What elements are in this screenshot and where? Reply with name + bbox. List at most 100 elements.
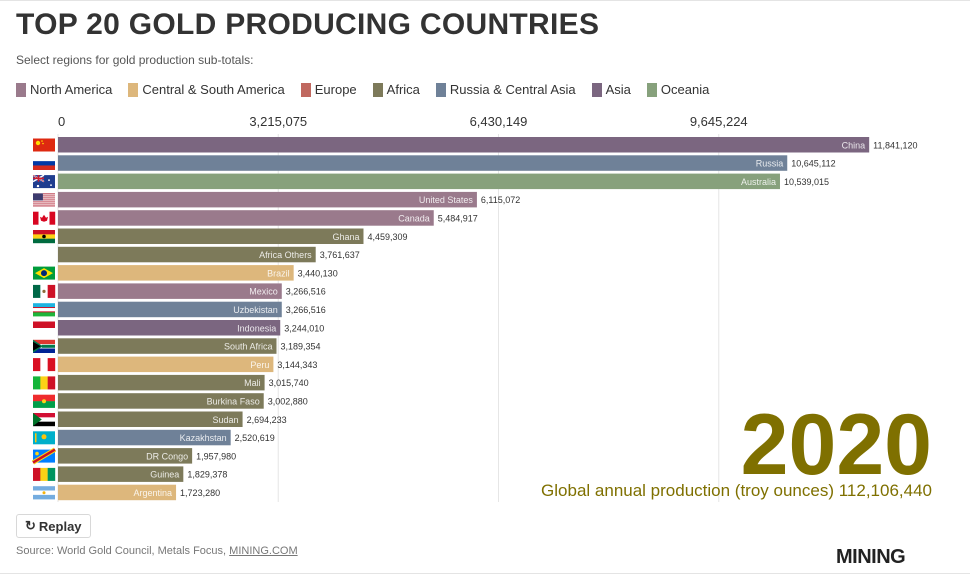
bar-name-label: Indonesia <box>237 323 276 333</box>
bar <box>58 374 265 391</box>
bar <box>58 429 231 446</box>
bar-value-label: 4,459,309 <box>367 232 407 242</box>
legend-label: Oceania <box>660 82 710 97</box>
bar-value-label: 1,829,378 <box>187 470 227 480</box>
canada-flag <box>33 211 56 225</box>
replay-label: Replay <box>38 518 82 534</box>
bar <box>58 411 243 427</box>
sudan-flag <box>33 413 55 427</box>
bar-value-label: 3,244,010 <box>284 323 324 333</box>
mali-flag <box>33 376 56 390</box>
peru-flag <box>33 358 56 372</box>
region-legend: North America Central & South America Eu… <box>16 82 709 97</box>
page-title: TOP 20 GOLD PRODUCING COUNTRIES <box>16 8 600 41</box>
legend-label: Russia & Central Asia <box>449 82 576 97</box>
usa-flag <box>33 193 55 207</box>
bar-name-label: Peru <box>250 360 269 370</box>
legend-africa[interactable]: Africa <box>372 82 420 97</box>
bar <box>58 448 193 464</box>
bar <box>58 137 870 153</box>
bar-name-label: South Africa <box>224 342 273 352</box>
legend-swatch <box>372 82 383 97</box>
x-tick-label: 0 <box>58 114 65 129</box>
legend-central-south-america[interactable]: Central & South America <box>128 82 285 97</box>
bar-value-label: 1,723,280 <box>180 488 220 498</box>
legend-label: Central & South America <box>142 82 285 97</box>
legend-label: North America <box>30 82 113 97</box>
bar-name-label: Ghana <box>332 232 359 242</box>
bar-name-label: Canada <box>398 213 430 223</box>
legend-label: Asia <box>605 82 631 97</box>
legend-swatch <box>591 82 602 97</box>
bar-name-label: Russia <box>756 159 784 169</box>
mining-logo: MINING <box>836 546 906 568</box>
bar <box>58 320 281 336</box>
replay-button[interactable]: ↻ Replay <box>16 514 91 538</box>
bar-value-label: 6,115,072 <box>481 195 520 205</box>
bar-name-label: Burkina Faso <box>207 396 260 406</box>
bar-value-label: 1,957,980 <box>196 451 236 461</box>
australia-flag <box>32 174 55 189</box>
bar-value-label: 3,266,516 <box>286 305 326 315</box>
legend-europe[interactable]: Europe <box>300 82 357 97</box>
year-label: 2020 <box>740 397 932 493</box>
bar-name-label: Australia <box>741 177 776 187</box>
legend-swatch <box>435 82 446 97</box>
bar-value-label: 3,761,637 <box>320 250 360 260</box>
bar <box>58 191 477 208</box>
bar-name-label: Guinea <box>150 470 179 480</box>
legend-swatch <box>300 82 311 97</box>
bar <box>58 356 274 373</box>
bar <box>58 246 316 263</box>
bar-value-label: 3,440,130 <box>298 268 338 278</box>
bar <box>58 484 177 501</box>
bar-name-label: Brazil <box>267 268 290 278</box>
bar <box>58 155 788 171</box>
mexico-flag <box>33 284 56 298</box>
bar-name-label: Uzbekistan <box>233 305 278 315</box>
legend-swatch <box>128 82 139 97</box>
bar <box>58 301 282 318</box>
bar-value-label: 10,645,112 <box>791 159 835 169</box>
source-link[interactable]: MINING.COM <box>229 545 298 557</box>
replay-icon: ↻ <box>25 518 36 533</box>
bar <box>58 228 364 244</box>
x-tick-label: 3,215,075 <box>249 114 307 129</box>
bar <box>58 210 434 226</box>
bar-name-label: United States <box>419 195 474 205</box>
bar-value-label: 3,266,516 <box>286 287 326 297</box>
bar <box>58 338 277 354</box>
source-text: Source: World Gold Council, Metals Focus… <box>16 545 230 557</box>
bar-value-label: 10,539,015 <box>784 177 829 187</box>
legend-asia[interactable]: Asia <box>591 82 631 97</box>
china-flag <box>33 138 55 152</box>
legend-oceania[interactable]: Oceania <box>646 82 710 97</box>
legend-label: Africa <box>386 82 420 97</box>
source-note: Source: World Gold Council, Metals Focus… <box>16 545 298 557</box>
legend-north-america[interactable]: North America <box>16 82 112 97</box>
bar-name-label: Argentina <box>134 488 173 498</box>
bar-name-label: China <box>842 140 866 150</box>
burkina-faso-flag <box>33 394 55 408</box>
legend-swatch <box>16 82 26 97</box>
global-total-label: Global annual production (troy ounces) 1… <box>541 481 932 500</box>
bar-name-label: Sudan <box>213 415 239 425</box>
bar-name-label: Kazakhstan <box>180 433 227 443</box>
kazakhstan-flag <box>33 431 55 445</box>
indonesia-flag <box>33 321 55 335</box>
x-tick-label: 9,645,224 <box>690 114 748 129</box>
bar-name-label: Mali <box>244 378 261 388</box>
bar-value-label: 3,144,343 <box>277 360 317 370</box>
bar-value-label: 3,015,740 <box>269 378 309 388</box>
bar-name-label: DR Congo <box>146 451 188 461</box>
bar-value-label: 5,484,917 <box>438 213 478 223</box>
bar <box>58 265 294 281</box>
legend-russia-central-asia[interactable]: Russia & Central Asia <box>435 82 576 97</box>
uzbekistan-flag <box>33 303 55 317</box>
russia-flag <box>33 156 55 170</box>
dr-congo-flag <box>31 447 57 465</box>
argentina-flag <box>33 486 55 500</box>
guinea-flag <box>33 467 56 481</box>
x-tick-label: 6,430,149 <box>470 114 528 129</box>
